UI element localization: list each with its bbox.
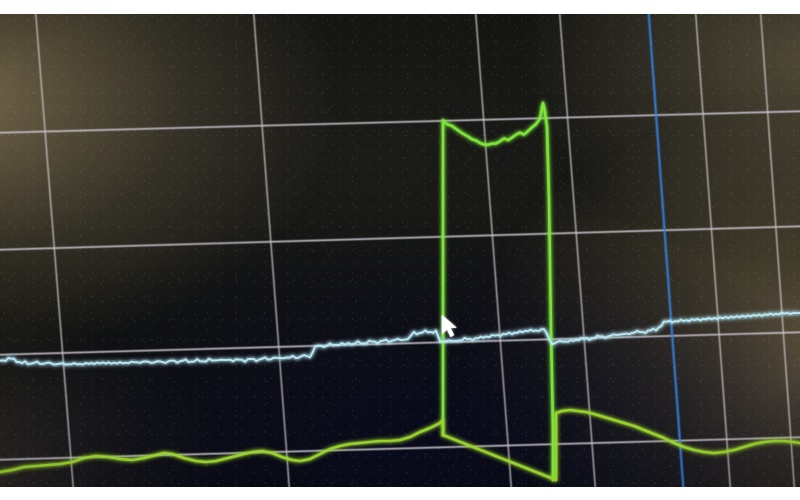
grid-line-vertical-4	[647, 14, 685, 487]
photo-letterbox-bottom	[0, 487, 800, 500]
grid-line-vertical-6	[760, 14, 795, 487]
grid-line-vertical-2	[475, 14, 512, 487]
grid-line-vertical-1	[253, 14, 290, 487]
trace-channel-2-stepped-noise	[0, 311, 800, 366]
trace-channel-3-baseline	[0, 408, 800, 482]
grid-line-horizontal-0	[0, 110, 800, 134]
scope-screen	[0, 14, 800, 487]
photo-grain	[0, 14, 800, 487]
photo-letterbox-top	[0, 0, 800, 14]
graticule	[0, 14, 800, 487]
trace-channel-1-pulse	[441, 101, 555, 482]
lens-vignette	[0, 14, 800, 487]
waveform-traces	[0, 100, 800, 483]
grid-line-horizontal-1	[0, 225, 800, 251]
grid-line-vertical-5	[695, 14, 731, 487]
grid-line-vertical-0	[35, 14, 74, 487]
